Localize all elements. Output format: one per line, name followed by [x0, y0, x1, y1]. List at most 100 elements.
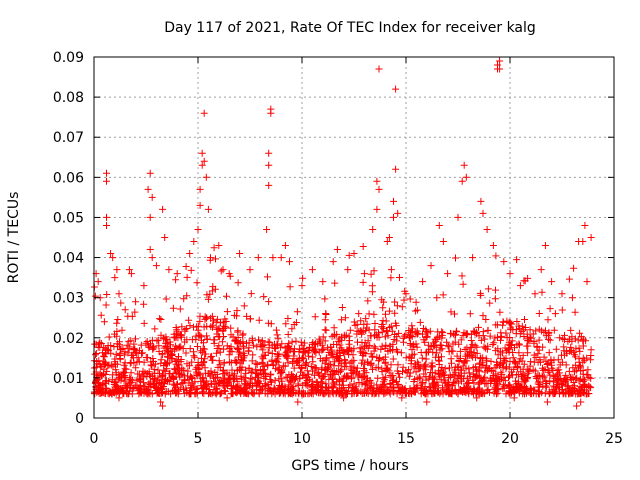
- data-point: [546, 371, 554, 379]
- data-point: [527, 386, 535, 394]
- data-point: [206, 372, 214, 380]
- data-point: [213, 315, 221, 323]
- data-point: [364, 344, 372, 352]
- data-point: [149, 355, 157, 362]
- data-point: [109, 254, 117, 262]
- data-point: [210, 378, 218, 386]
- data-point: [222, 323, 230, 331]
- data-point: [451, 310, 458, 318]
- data-point: [354, 338, 361, 346]
- data-point: [445, 364, 453, 372]
- data-point: [367, 361, 375, 369]
- data-point: [350, 363, 358, 371]
- data-point: [406, 387, 414, 395]
- data-point: [479, 312, 487, 320]
- data-point: [360, 270, 368, 278]
- data-point: [281, 362, 289, 370]
- data-point: [579, 384, 587, 391]
- data-point: [495, 375, 503, 383]
- data-point: [486, 299, 494, 307]
- data-point: [210, 244, 218, 252]
- data-point: [542, 332, 550, 340]
- data-point: [95, 340, 103, 348]
- data-point: [373, 177, 381, 185]
- data-point: [481, 380, 489, 388]
- data-point: [300, 348, 308, 355]
- data-point: [521, 376, 529, 384]
- data-point: [209, 356, 217, 364]
- data-point: [359, 373, 367, 381]
- data-point: [172, 342, 180, 350]
- data-point: [266, 386, 274, 394]
- data-point: [201, 350, 209, 358]
- data-point: [565, 275, 573, 283]
- data-point: [269, 254, 277, 262]
- data-point: [425, 383, 433, 391]
- data-point: [265, 298, 273, 306]
- data-point: [134, 370, 142, 378]
- data-point: [568, 390, 576, 397]
- data-point: [522, 324, 530, 331]
- data-point: [206, 389, 214, 397]
- data-point: [406, 369, 414, 377]
- x-tick-label: 0: [90, 431, 99, 447]
- data-point: [492, 321, 500, 329]
- x-tick-labels: 0 5 10 15 20 25: [90, 431, 623, 447]
- data-point: [483, 362, 491, 370]
- data-point: [183, 292, 191, 300]
- data-point: [252, 373, 259, 381]
- data-point: [371, 320, 379, 327]
- data-point: [458, 177, 466, 185]
- data-point: [337, 344, 345, 352]
- data-point: [549, 389, 557, 397]
- data-point: [472, 363, 480, 371]
- data-point: [103, 222, 110, 229]
- data-point: [587, 352, 595, 359]
- data-point: [185, 316, 193, 324]
- data-point: [128, 312, 136, 320]
- data-point: [493, 376, 501, 384]
- data-point: [560, 347, 568, 355]
- plot-frame: [93, 56, 615, 419]
- data-point: [114, 316, 122, 323]
- data-point: [449, 382, 456, 390]
- data-point: [215, 357, 223, 365]
- data-point: [97, 311, 105, 319]
- data-point: [554, 356, 562, 364]
- data-point: [391, 298, 399, 306]
- data-point: [463, 344, 471, 352]
- data-point: [233, 345, 241, 353]
- data-point: [492, 347, 500, 355]
- data-point: [132, 348, 140, 356]
- data-point: [310, 347, 318, 355]
- data-point: [335, 368, 343, 376]
- data-point: [309, 358, 317, 366]
- data-point: [427, 262, 435, 270]
- data-point: [438, 345, 446, 353]
- data-point: [227, 324, 235, 332]
- data-point: [120, 368, 127, 376]
- data-point: [379, 304, 387, 312]
- data-point: [339, 384, 347, 392]
- data-point: [534, 387, 542, 395]
- data-point: [387, 361, 395, 369]
- data-point: [314, 370, 322, 378]
- data-point: [381, 358, 389, 366]
- data-point: [387, 322, 395, 330]
- data-point: [202, 385, 210, 393]
- data-point: [187, 266, 195, 274]
- data-point: [113, 266, 121, 274]
- data-point: [219, 382, 227, 390]
- data-point: [242, 369, 250, 377]
- data-point: [572, 366, 580, 374]
- data-point: [464, 388, 472, 396]
- data-point: [575, 355, 583, 363]
- data-point: [293, 308, 301, 316]
- data-point: [186, 250, 194, 257]
- data-point: [216, 348, 224, 356]
- data-point: [418, 354, 426, 362]
- data-point: [568, 294, 576, 302]
- data-point: [572, 345, 580, 353]
- data-point: [466, 373, 474, 381]
- data-point: [363, 320, 371, 328]
